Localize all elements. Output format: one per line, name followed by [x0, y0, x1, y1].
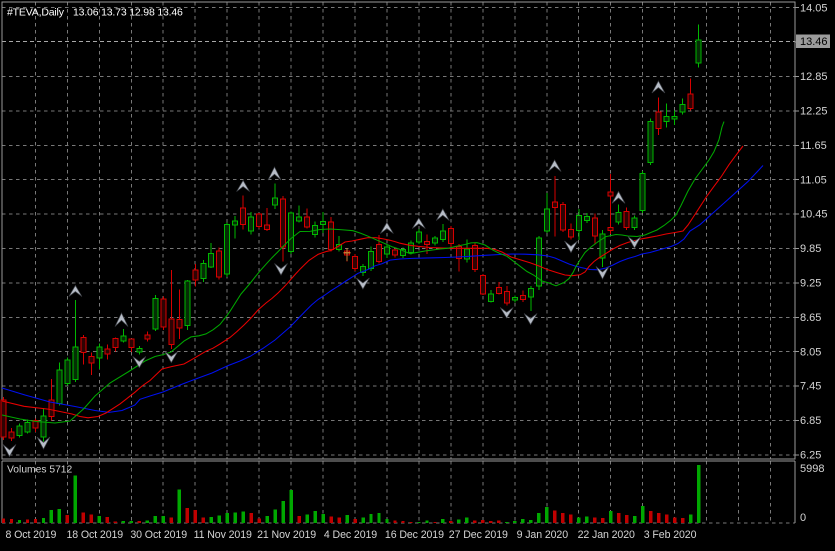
svg-text:#TEVA,Daily: #TEVA,Daily: [7, 7, 65, 19]
svg-text:6.85: 6.85: [800, 415, 821, 427]
svg-text:27 Dec 2019: 27 Dec 2019: [449, 529, 508, 541]
svg-text:6.25: 6.25: [800, 450, 821, 462]
svg-text:8.65: 8.65: [800, 312, 821, 324]
svg-text:13.46: 13.46: [800, 36, 828, 48]
svg-text:10.45: 10.45: [800, 209, 828, 221]
svg-text:5998: 5998: [800, 463, 824, 475]
svg-text:22 Jan 2020: 22 Jan 2020: [578, 529, 635, 541]
svg-text:12.85: 12.85: [800, 71, 828, 83]
svg-text:18 Oct 2019: 18 Oct 2019: [66, 529, 123, 541]
svg-text:9.25: 9.25: [800, 278, 821, 290]
svg-text:16 Dec 2019: 16 Dec 2019: [385, 529, 444, 541]
svg-text:7.45: 7.45: [800, 381, 821, 393]
svg-text:Volumes 5712: Volumes 5712: [7, 465, 73, 476]
svg-text:11 Nov 2019: 11 Nov 2019: [194, 529, 252, 541]
svg-text:8.05: 8.05: [800, 346, 821, 358]
svg-text:21 Nov 2019: 21 Nov 2019: [257, 529, 316, 541]
svg-text:30 Oct 2019: 30 Oct 2019: [130, 529, 187, 541]
svg-text:3 Feb 2020: 3 Feb 2020: [644, 529, 697, 541]
svg-text:8 Oct 2019: 8 Oct 2019: [5, 529, 56, 541]
svg-text:4 Dec 2019: 4 Dec 2019: [324, 529, 377, 541]
svg-text:12.25: 12.25: [800, 106, 828, 118]
svg-text:11.65: 11.65: [800, 140, 827, 152]
svg-text:14.05: 14.05: [800, 2, 828, 14]
svg-text:9.85: 9.85: [800, 243, 821, 255]
svg-text:9 Jan 2020: 9 Jan 2020: [517, 529, 569, 541]
svg-text:11.05: 11.05: [800, 174, 827, 186]
svg-text:13.06 13.73 12.98 13.46: 13.06 13.73 12.98 13.46: [73, 7, 183, 19]
svg-text:0: 0: [800, 512, 806, 524]
